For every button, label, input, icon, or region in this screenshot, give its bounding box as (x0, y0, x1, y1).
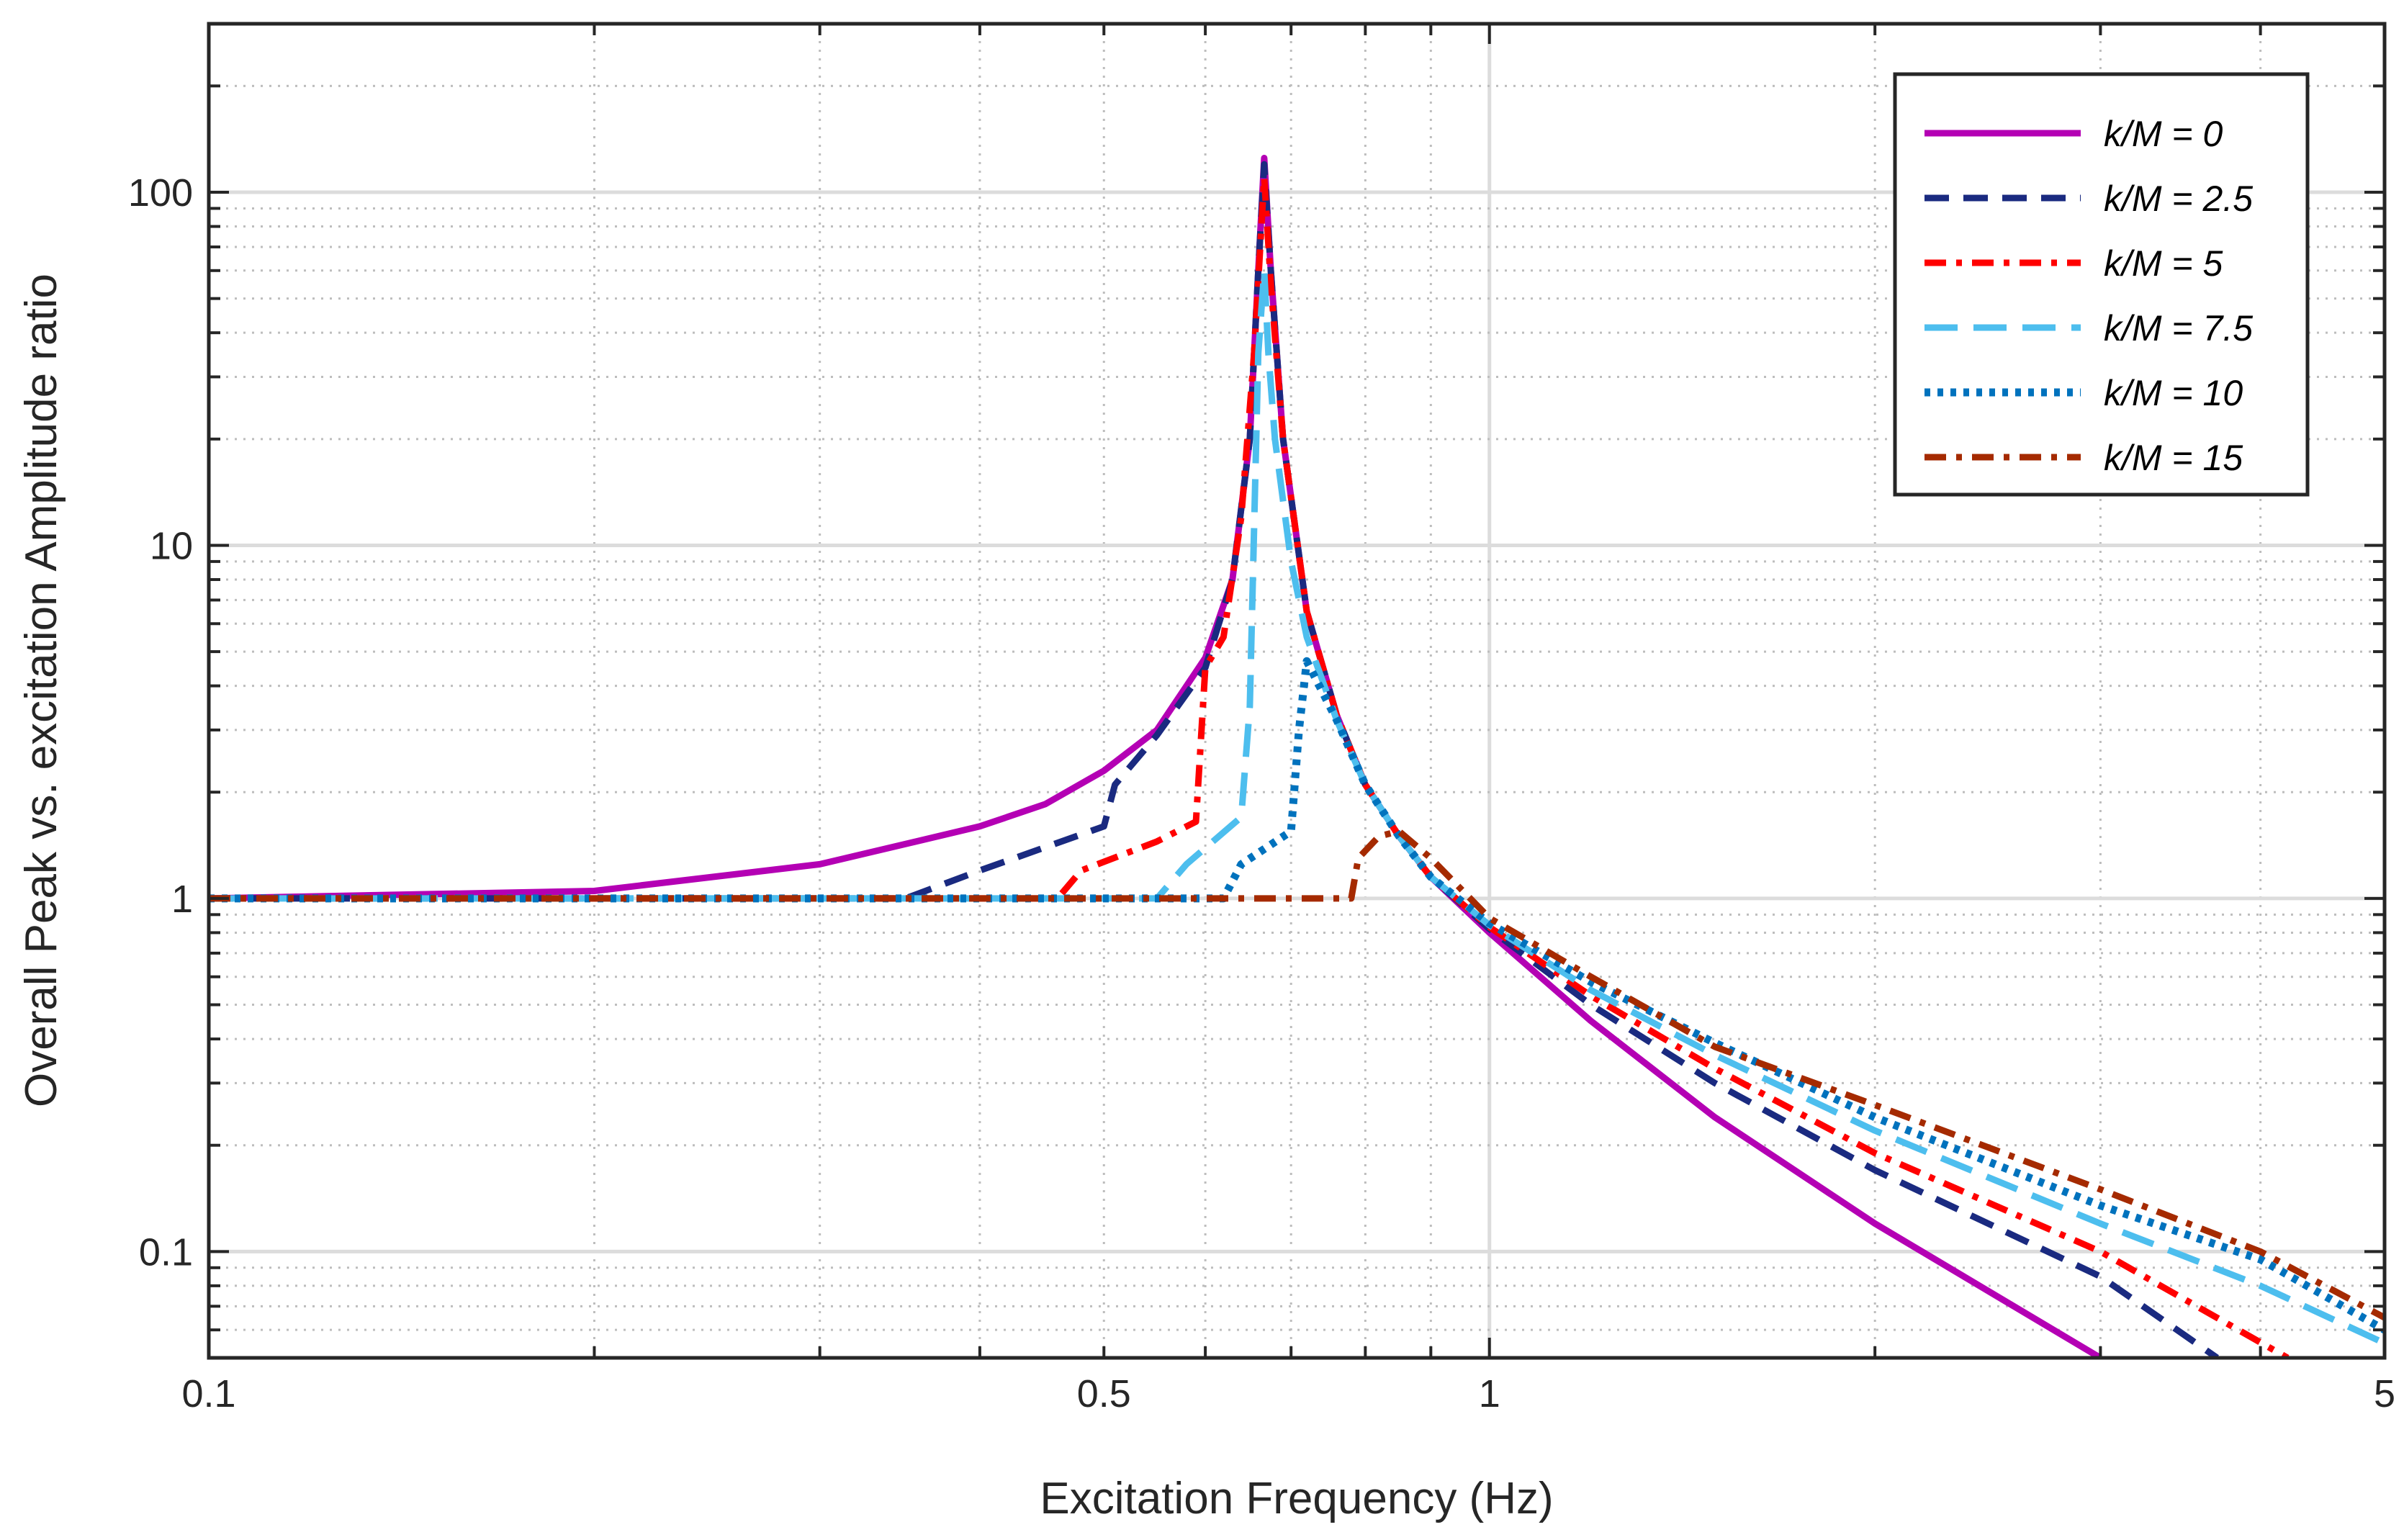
series-line-3 (209, 267, 2385, 1346)
legend-label-2: k/M = 5 (2104, 243, 2223, 284)
legend-label-3: k/M = 7.5 (2104, 308, 2253, 348)
legend-label-4: k/M = 10 (2104, 373, 2243, 413)
legend-label-5: k/M = 15 (2104, 438, 2243, 478)
legend-label-0: k/M = 0 (2104, 114, 2223, 154)
x-tick-label: 0.1 (181, 1372, 235, 1415)
y-tick-label: 100 (128, 171, 193, 215)
series-line-5 (209, 828, 2385, 1321)
legend-label-1: k/M = 2.5 (2104, 179, 2253, 219)
x-tick-label: 1 (1479, 1372, 1500, 1415)
y-tick-label: 10 (150, 524, 193, 567)
series-line-4 (209, 657, 2385, 1333)
y-tick-label: 0.1 (139, 1230, 193, 1274)
ticks: 0.1 0.5 1 5 0.1 1 10 100 (128, 22, 2395, 1415)
legend-box (1893, 72, 2310, 497)
x-axis-title: Excitation Frequency (Hz) (1040, 1474, 1553, 1523)
y-axis-title: Overall Peak vs. excitation Amplitude ra… (17, 274, 66, 1107)
plot-frame (207, 22, 2387, 1360)
x-tick-label: 5 (2374, 1372, 2395, 1415)
legend: k/M = 0 k/M = 2.5 k/M = 5 k/M = 7.5 k/M = 10… (1893, 72, 2310, 497)
x-tick-label: 0.5 (1077, 1372, 1131, 1415)
y-tick-label: 1 (171, 878, 193, 921)
series-layer (209, 155, 2385, 1358)
